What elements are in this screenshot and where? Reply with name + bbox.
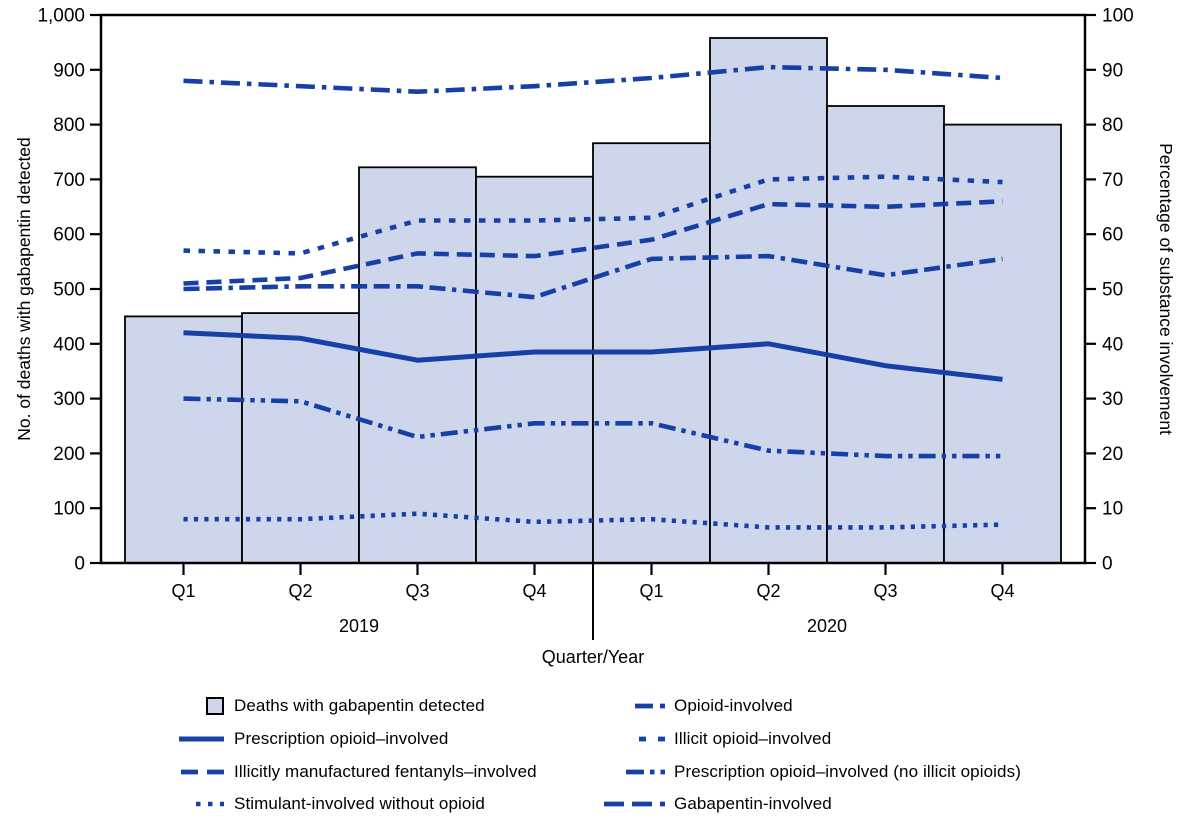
legend-label: Illicit opioid–involved	[674, 729, 832, 749]
long-dash-line-icon	[178, 769, 224, 775]
left-axis-title: No. of deaths with gabapentin detected	[14, 137, 34, 441]
legend-label: Deaths with gabapentin detected	[234, 696, 485, 716]
legend-label: Gabapentin-involved	[674, 794, 832, 814]
y-axis-tick-label: 500	[53, 280, 85, 301]
y2-axis-tick-label: 50	[1102, 280, 1123, 301]
y-axis-tick-label: 100	[53, 499, 85, 520]
y-axis-tick-label: 800	[53, 115, 85, 136]
y2-axis-tick-label: 60	[1102, 225, 1123, 246]
series-dash-dash-dot	[183, 253, 1003, 300]
series-solid	[183, 330, 1003, 382]
line-series-group	[183, 64, 1003, 530]
x-axis-labels: Q1 Q2 Q3 Q4 Q1 Q2 Q3 Q4	[171, 563, 1015, 640]
y-axis-tick-label: 600	[53, 225, 85, 246]
y2-axis-tick-label: 10	[1102, 499, 1123, 520]
solid-line-icon	[178, 736, 224, 742]
y2-axis-tick-label: 20	[1102, 444, 1123, 465]
x-axis-tick-label: Q2	[756, 581, 780, 601]
series-long-dash	[183, 199, 1003, 286]
legend-item: Stimulant-involved without opioid	[178, 788, 598, 816]
dash-dot-dot-line-icon	[598, 769, 665, 775]
y2-axis-tick-label: 70	[1102, 170, 1123, 191]
legend-item: Illicitly manufactured fentanyls–involve…	[178, 755, 598, 788]
x-axis-tick-label: Q3	[405, 581, 429, 601]
series-dash-dot-dot	[183, 396, 1003, 459]
y2-axis-tick-label: 100	[1102, 6, 1134, 27]
legend-label: Opioid-involved	[674, 696, 793, 716]
bar	[709, 37, 828, 564]
x-axis-tick-label: Q4	[990, 581, 1014, 601]
bars-group	[124, 37, 1062, 564]
bar-swatch-icon	[178, 697, 224, 716]
y-axis-tick-label: 400	[53, 334, 85, 355]
legend-item: Gabapentin-involved	[598, 788, 1158, 816]
y-axis-tick-label: 0	[74, 554, 85, 575]
x-axis-title: Quarter/Year	[542, 647, 644, 667]
dotted-line-icon	[178, 801, 224, 807]
x-axis-tick-label: Q4	[522, 581, 546, 601]
y2-axis-tick-label: 30	[1102, 389, 1123, 410]
x-axis-tick-label: Q2	[288, 581, 312, 601]
legend-label: Prescription opioid–involved	[234, 729, 449, 749]
y2-axis-tick-label: 0	[1102, 554, 1113, 575]
bar	[826, 105, 945, 564]
series-square-dot	[183, 174, 1003, 256]
series-dot	[183, 511, 1003, 530]
y-axis-tick-label: 300	[53, 389, 85, 410]
y-axis-tick-label: 1,000	[37, 6, 85, 27]
legend-label: Prescription opioid–involved (no illicit…	[674, 761, 1021, 781]
legend-item: Deaths with gabapentin detected	[178, 690, 598, 723]
y-axis-tick-label: 900	[53, 60, 85, 81]
year-label-2020: 2020	[807, 616, 847, 636]
bar	[475, 175, 594, 564]
legend-label: Stimulant-involved without opioid	[234, 794, 485, 814]
right-axis-title: Percentage of substance involvement	[1156, 143, 1176, 435]
y2-axis-tick-label: 80	[1102, 115, 1123, 136]
dash-dot-line-icon	[598, 703, 665, 709]
bar	[241, 312, 360, 564]
chart-canvas: 0 100 200 300 400 500 600 700 800 900 1,000 0 10 20 30…	[14, 6, 1176, 668]
year-label-2019: 2019	[339, 616, 379, 636]
bar	[358, 166, 477, 564]
dash-dash-dot-line-icon	[598, 801, 665, 807]
legend-label: Illicitly manufactured fentanyls–involve…	[234, 761, 537, 781]
legend-column-right: Opioid-involved Illicit opioid–involved …	[598, 690, 1158, 816]
series-dash-dot	[183, 64, 1003, 94]
legend-column-left: Deaths with gabapentin detected Prescrip…	[178, 690, 598, 816]
y2-axis-tick-label: 90	[1102, 60, 1123, 81]
x-axis-tick-label: Q1	[171, 581, 195, 601]
x-axis-tick-label: Q3	[873, 581, 897, 601]
legend-item: Illicit opioid–involved	[598, 723, 1158, 756]
y-axis-tick-label: 700	[53, 170, 85, 191]
x-axis-tick-label: Q1	[639, 581, 663, 601]
square-dot-line-icon	[598, 736, 665, 742]
bar	[943, 123, 1062, 564]
y-axis-tick-label: 200	[53, 444, 85, 465]
axis-ticks: 0 100 200 300 400 500 600 700 800 900 1,000 0 10 20 30…	[37, 6, 1134, 575]
y2-axis-tick-label: 40	[1102, 334, 1123, 355]
legend-item: Opioid-involved	[598, 690, 1158, 723]
legend-item: Prescription opioid–involved	[178, 723, 598, 756]
bar	[124, 315, 243, 564]
legend-item: Prescription opioid–involved (no illicit…	[598, 755, 1158, 788]
